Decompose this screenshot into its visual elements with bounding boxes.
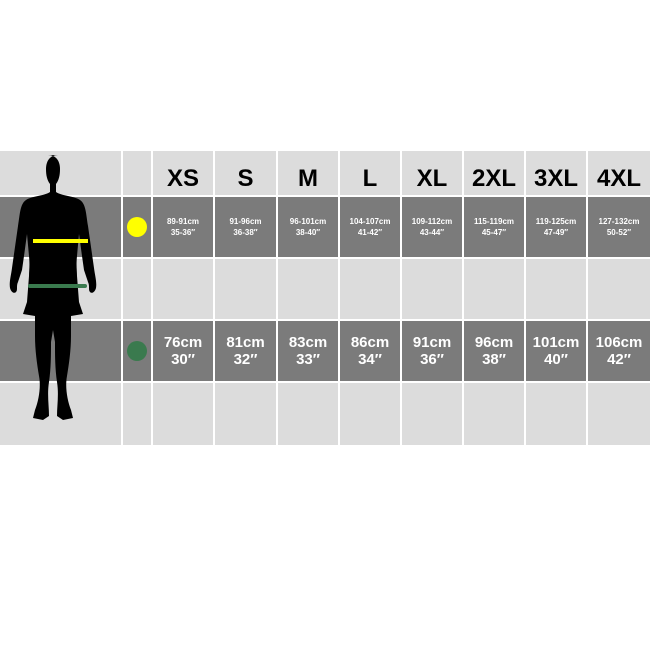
waist-cm: 83cm xyxy=(288,334,328,351)
size-header: L xyxy=(340,151,400,195)
size-header: XS xyxy=(153,151,213,195)
row-bg-figure xyxy=(0,151,121,195)
waist-line xyxy=(28,284,87,288)
chest-cm: 89-91cm xyxy=(166,217,200,226)
waist-in: 33″ xyxy=(296,351,320,368)
chest-cm: 109-112cm xyxy=(411,217,453,226)
size-header: 2XL xyxy=(464,151,524,195)
waist-cell: 76cm 30″ xyxy=(153,321,213,381)
waist-cm: 86cm xyxy=(350,334,390,351)
chest-in: 43-44″ xyxy=(419,228,445,237)
waist-cell: 91cm 36″ xyxy=(402,321,462,381)
size-header: 3XL xyxy=(526,151,586,195)
chest-cm: 91-96cm xyxy=(229,217,262,226)
table-cell xyxy=(402,259,462,319)
table-cell xyxy=(278,259,338,319)
waist-cell: 101cm 40″ xyxy=(526,321,586,381)
table-cell xyxy=(153,383,213,445)
chest-in: 35-36″ xyxy=(170,228,196,237)
chest-in: 50-52″ xyxy=(606,228,632,237)
chest-cell: 89-91cm 35-36″ xyxy=(153,197,213,257)
size-header: XL xyxy=(402,151,462,195)
waist-cm: 96cm xyxy=(474,334,514,351)
waist-cell: 83cm 33″ xyxy=(278,321,338,381)
chest-cm: 115-119cm xyxy=(473,217,515,226)
waist-cell: 96cm 38″ xyxy=(464,321,524,381)
chest-cell: 96-101cm 38-40″ xyxy=(278,197,338,257)
table-cell xyxy=(123,151,151,195)
table-cell xyxy=(123,259,151,319)
waist-cm: 76cm xyxy=(163,334,203,351)
table-cell xyxy=(123,321,151,381)
chest-cell: 119-125cm 47-49″ xyxy=(526,197,586,257)
chest-line xyxy=(33,239,88,243)
waist-cm: 101cm xyxy=(532,334,580,351)
table-cell xyxy=(153,259,213,319)
waist-in: 42″ xyxy=(607,351,631,368)
table-cell xyxy=(464,383,524,445)
waist-cell: 81cm 32″ xyxy=(215,321,276,381)
table-cell xyxy=(123,383,151,445)
table-cell xyxy=(588,383,650,445)
size-header: M xyxy=(278,151,338,195)
table-cell xyxy=(215,383,276,445)
chest-in: 38-40″ xyxy=(295,228,321,237)
size-header: S xyxy=(215,151,276,195)
table-cell xyxy=(588,259,650,319)
table-cell xyxy=(340,383,400,445)
chest-cm: 127-132cm xyxy=(598,217,640,226)
table-cell xyxy=(215,259,276,319)
waist-cm: 81cm xyxy=(226,334,265,351)
table-cell xyxy=(526,259,586,319)
chest-cm: 96-101cm xyxy=(289,217,327,226)
chest-in: 41-42″ xyxy=(357,228,383,237)
table-cell xyxy=(278,383,338,445)
chest-cell: 127-132cm 50-52″ xyxy=(588,197,650,257)
chest-cell: 109-112cm 43-44″ xyxy=(402,197,462,257)
waist-cm: 91cm xyxy=(412,334,452,351)
chest-in: 45-47″ xyxy=(481,228,507,237)
chest-cell: 104-107cm 41-42″ xyxy=(340,197,400,257)
waist-in: 40″ xyxy=(544,351,568,368)
table-cell xyxy=(340,259,400,319)
body-silhouette-icon xyxy=(9,155,97,420)
waist-in: 38″ xyxy=(482,351,506,368)
chest-cell: 91-96cm 36-38″ xyxy=(215,197,276,257)
table-cell xyxy=(464,259,524,319)
waist-in: 30″ xyxy=(171,351,195,368)
waist-in: 32″ xyxy=(233,351,258,368)
waist-dot-icon xyxy=(127,341,147,361)
chest-cell: 115-119cm 45-47″ xyxy=(464,197,524,257)
chest-in: 36-38″ xyxy=(233,228,258,237)
waist-cell: 86cm 34″ xyxy=(340,321,400,381)
chest-cm: 119-125cm xyxy=(535,217,577,226)
waist-cm: 106cm xyxy=(595,334,643,351)
chest-dot-icon xyxy=(127,217,147,237)
chest-cm: 104-107cm xyxy=(349,217,391,226)
size-header: 4XL xyxy=(588,151,650,195)
waist-cell: 106cm 42″ xyxy=(588,321,650,381)
table-cell xyxy=(402,383,462,445)
waist-in: 34″ xyxy=(358,351,382,368)
chest-in: 47-49″ xyxy=(543,228,569,237)
waist-in: 36″ xyxy=(420,351,444,368)
table-cell xyxy=(526,383,586,445)
table-cell xyxy=(123,197,151,257)
